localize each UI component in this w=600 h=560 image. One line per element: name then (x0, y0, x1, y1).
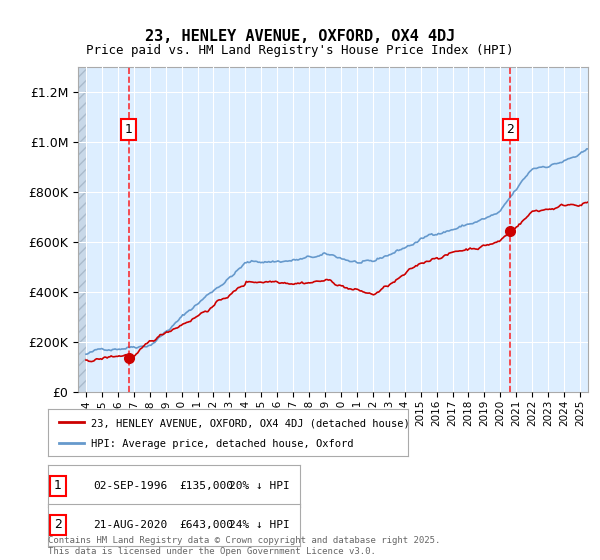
Text: £643,000: £643,000 (179, 520, 233, 530)
Text: 2: 2 (54, 519, 62, 531)
Text: 23, HENLEY AVENUE, OXFORD, OX4 4DJ: 23, HENLEY AVENUE, OXFORD, OX4 4DJ (145, 29, 455, 44)
Text: 21-AUG-2020: 21-AUG-2020 (94, 520, 167, 530)
Text: Contains HM Land Registry data © Crown copyright and database right 2025.
This d: Contains HM Land Registry data © Crown c… (48, 536, 440, 556)
Text: 2: 2 (506, 123, 514, 136)
Text: 1: 1 (125, 123, 133, 136)
Text: 20% ↓ HPI: 20% ↓ HPI (229, 481, 290, 491)
Text: HPI: Average price, detached house, Oxford: HPI: Average price, detached house, Oxfo… (91, 439, 354, 449)
Text: 23, HENLEY AVENUE, OXFORD, OX4 4DJ (detached house): 23, HENLEY AVENUE, OXFORD, OX4 4DJ (deta… (91, 418, 410, 428)
Text: 1: 1 (54, 479, 62, 492)
Text: £135,000: £135,000 (179, 481, 233, 491)
Bar (78, 67, 86, 392)
Text: Price paid vs. HM Land Registry's House Price Index (HPI): Price paid vs. HM Land Registry's House … (86, 44, 514, 57)
Bar (78, 67, 86, 392)
Text: 24% ↓ HPI: 24% ↓ HPI (229, 520, 290, 530)
Text: 02-SEP-1996: 02-SEP-1996 (94, 481, 167, 491)
